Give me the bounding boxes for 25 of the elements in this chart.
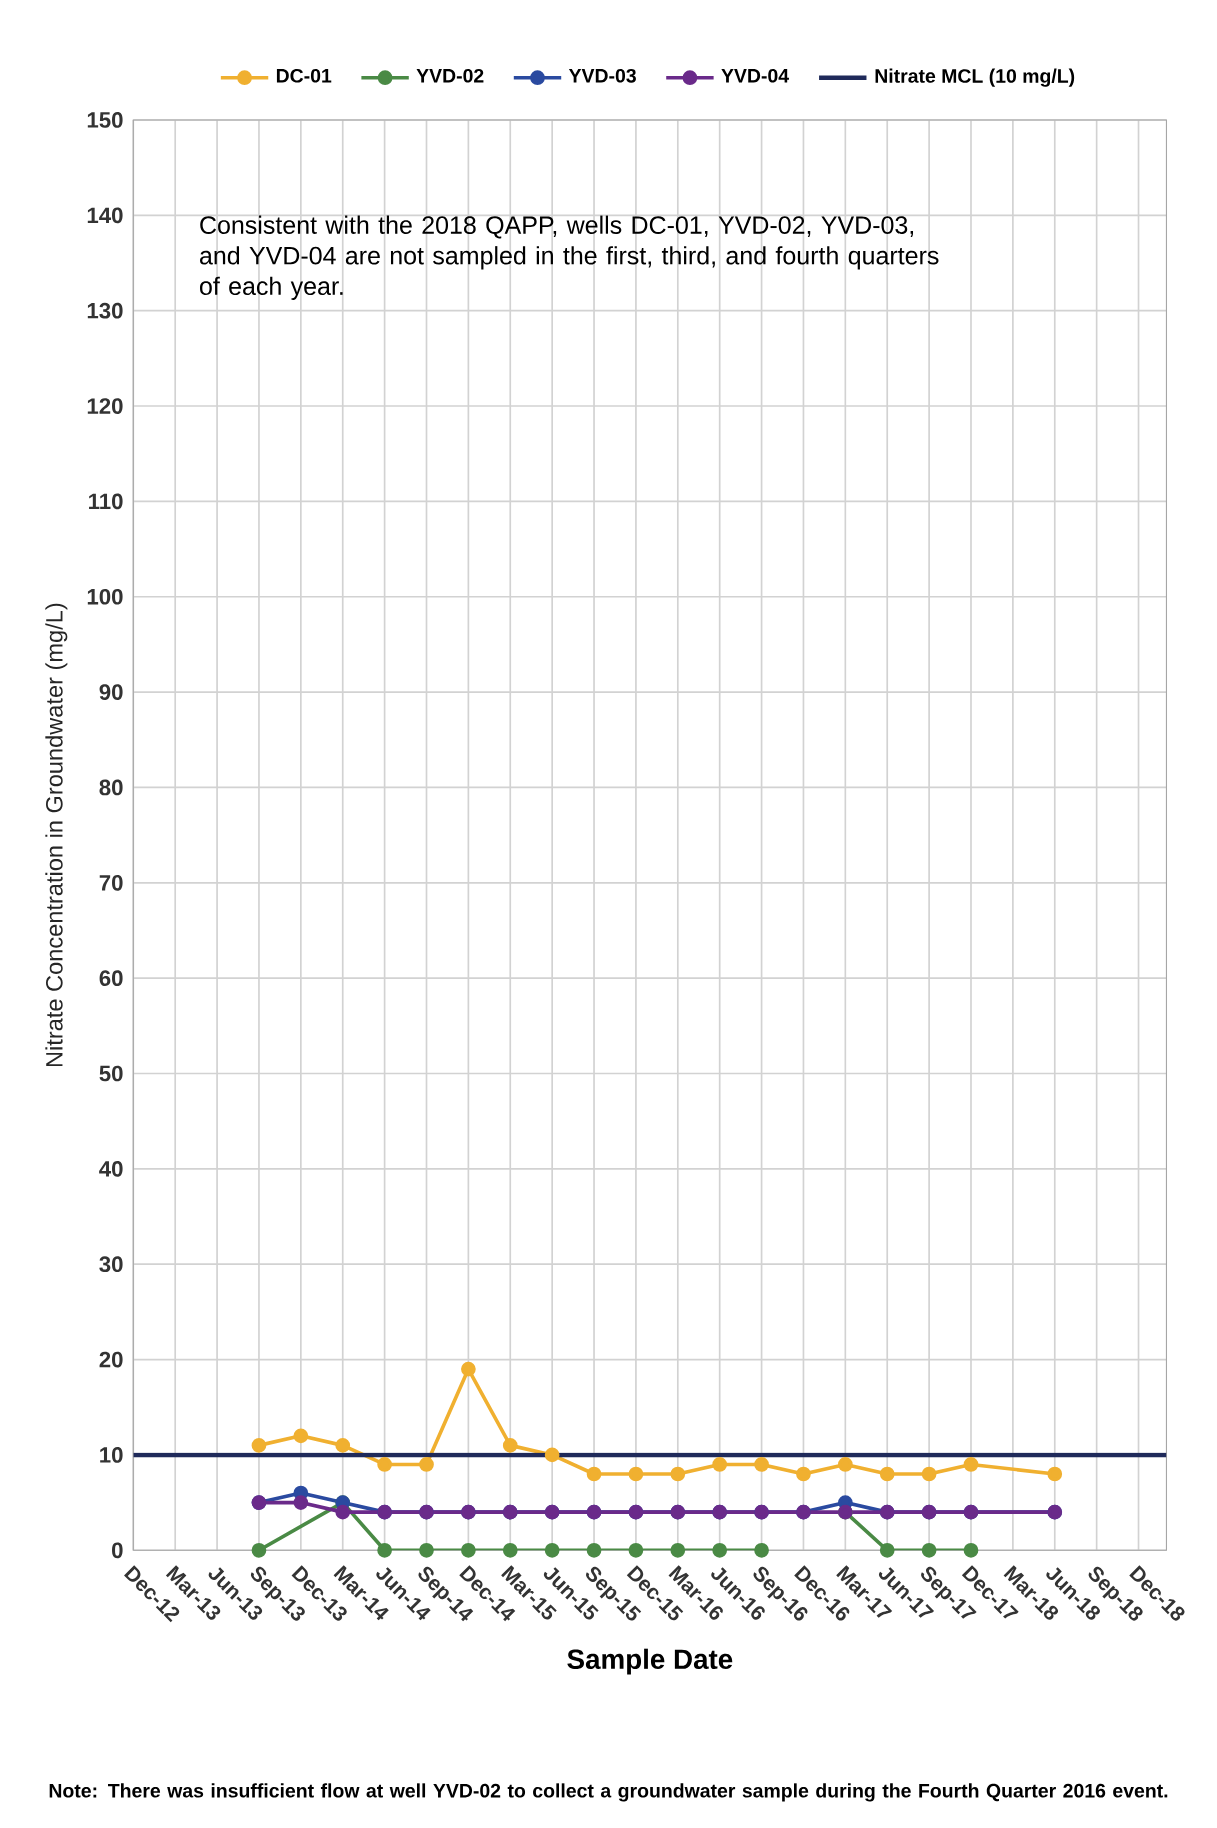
legend-label: DC-01 (276, 68, 332, 83)
legend-label: YVD-04 (721, 68, 789, 83)
y-tick-label: 90 (99, 684, 123, 700)
y-tick-label: 140 (87, 207, 123, 224)
text: Note: There was insufficient flow at well YVD-02 to collect a groundwater sample during the Fourth Quarter 2016 event. (49, 1783, 1168, 1802)
annotation: Consistent with the 2018 QAPP, wells DC-01, YVD-02, YVD-03, and YVD-04 are not sampled in the first, third, and fourth quarters of each year. (200, 215, 939, 300)
y-tick-label: 70 (99, 874, 123, 891)
y-tick-label: 60 (99, 970, 123, 987)
y-tick-label: 30 (99, 1256, 123, 1273)
y-tick-label: 150 (87, 112, 123, 128)
y-axis-title: Nitrate Concentration in Groundwater (mg/L) (45, 603, 68, 1067)
x-axis-title: Sample Date (567, 1648, 733, 1675)
y-tick-label: 120 (87, 398, 123, 414)
y-tick-label: 110 (89, 493, 123, 510)
legend-label: YVD-02 (416, 68, 484, 83)
y-tick-label: 80 (99, 779, 123, 796)
legend-label: YVD-03 (568, 68, 636, 83)
legend-label: Nitrate MCL (10 mg/L) (875, 68, 1075, 87)
y-tick-label: 10 (100, 1447, 123, 1463)
y-tick-label: 50 (99, 1065, 123, 1082)
y-tick-label: 0 (112, 1542, 123, 1559)
y-tick-label: 100 (87, 588, 123, 605)
y-tick-label: 130 (87, 302, 123, 319)
y-tick-label: 40 (99, 1160, 123, 1177)
y-tick-label: 20 (99, 1351, 123, 1368)
